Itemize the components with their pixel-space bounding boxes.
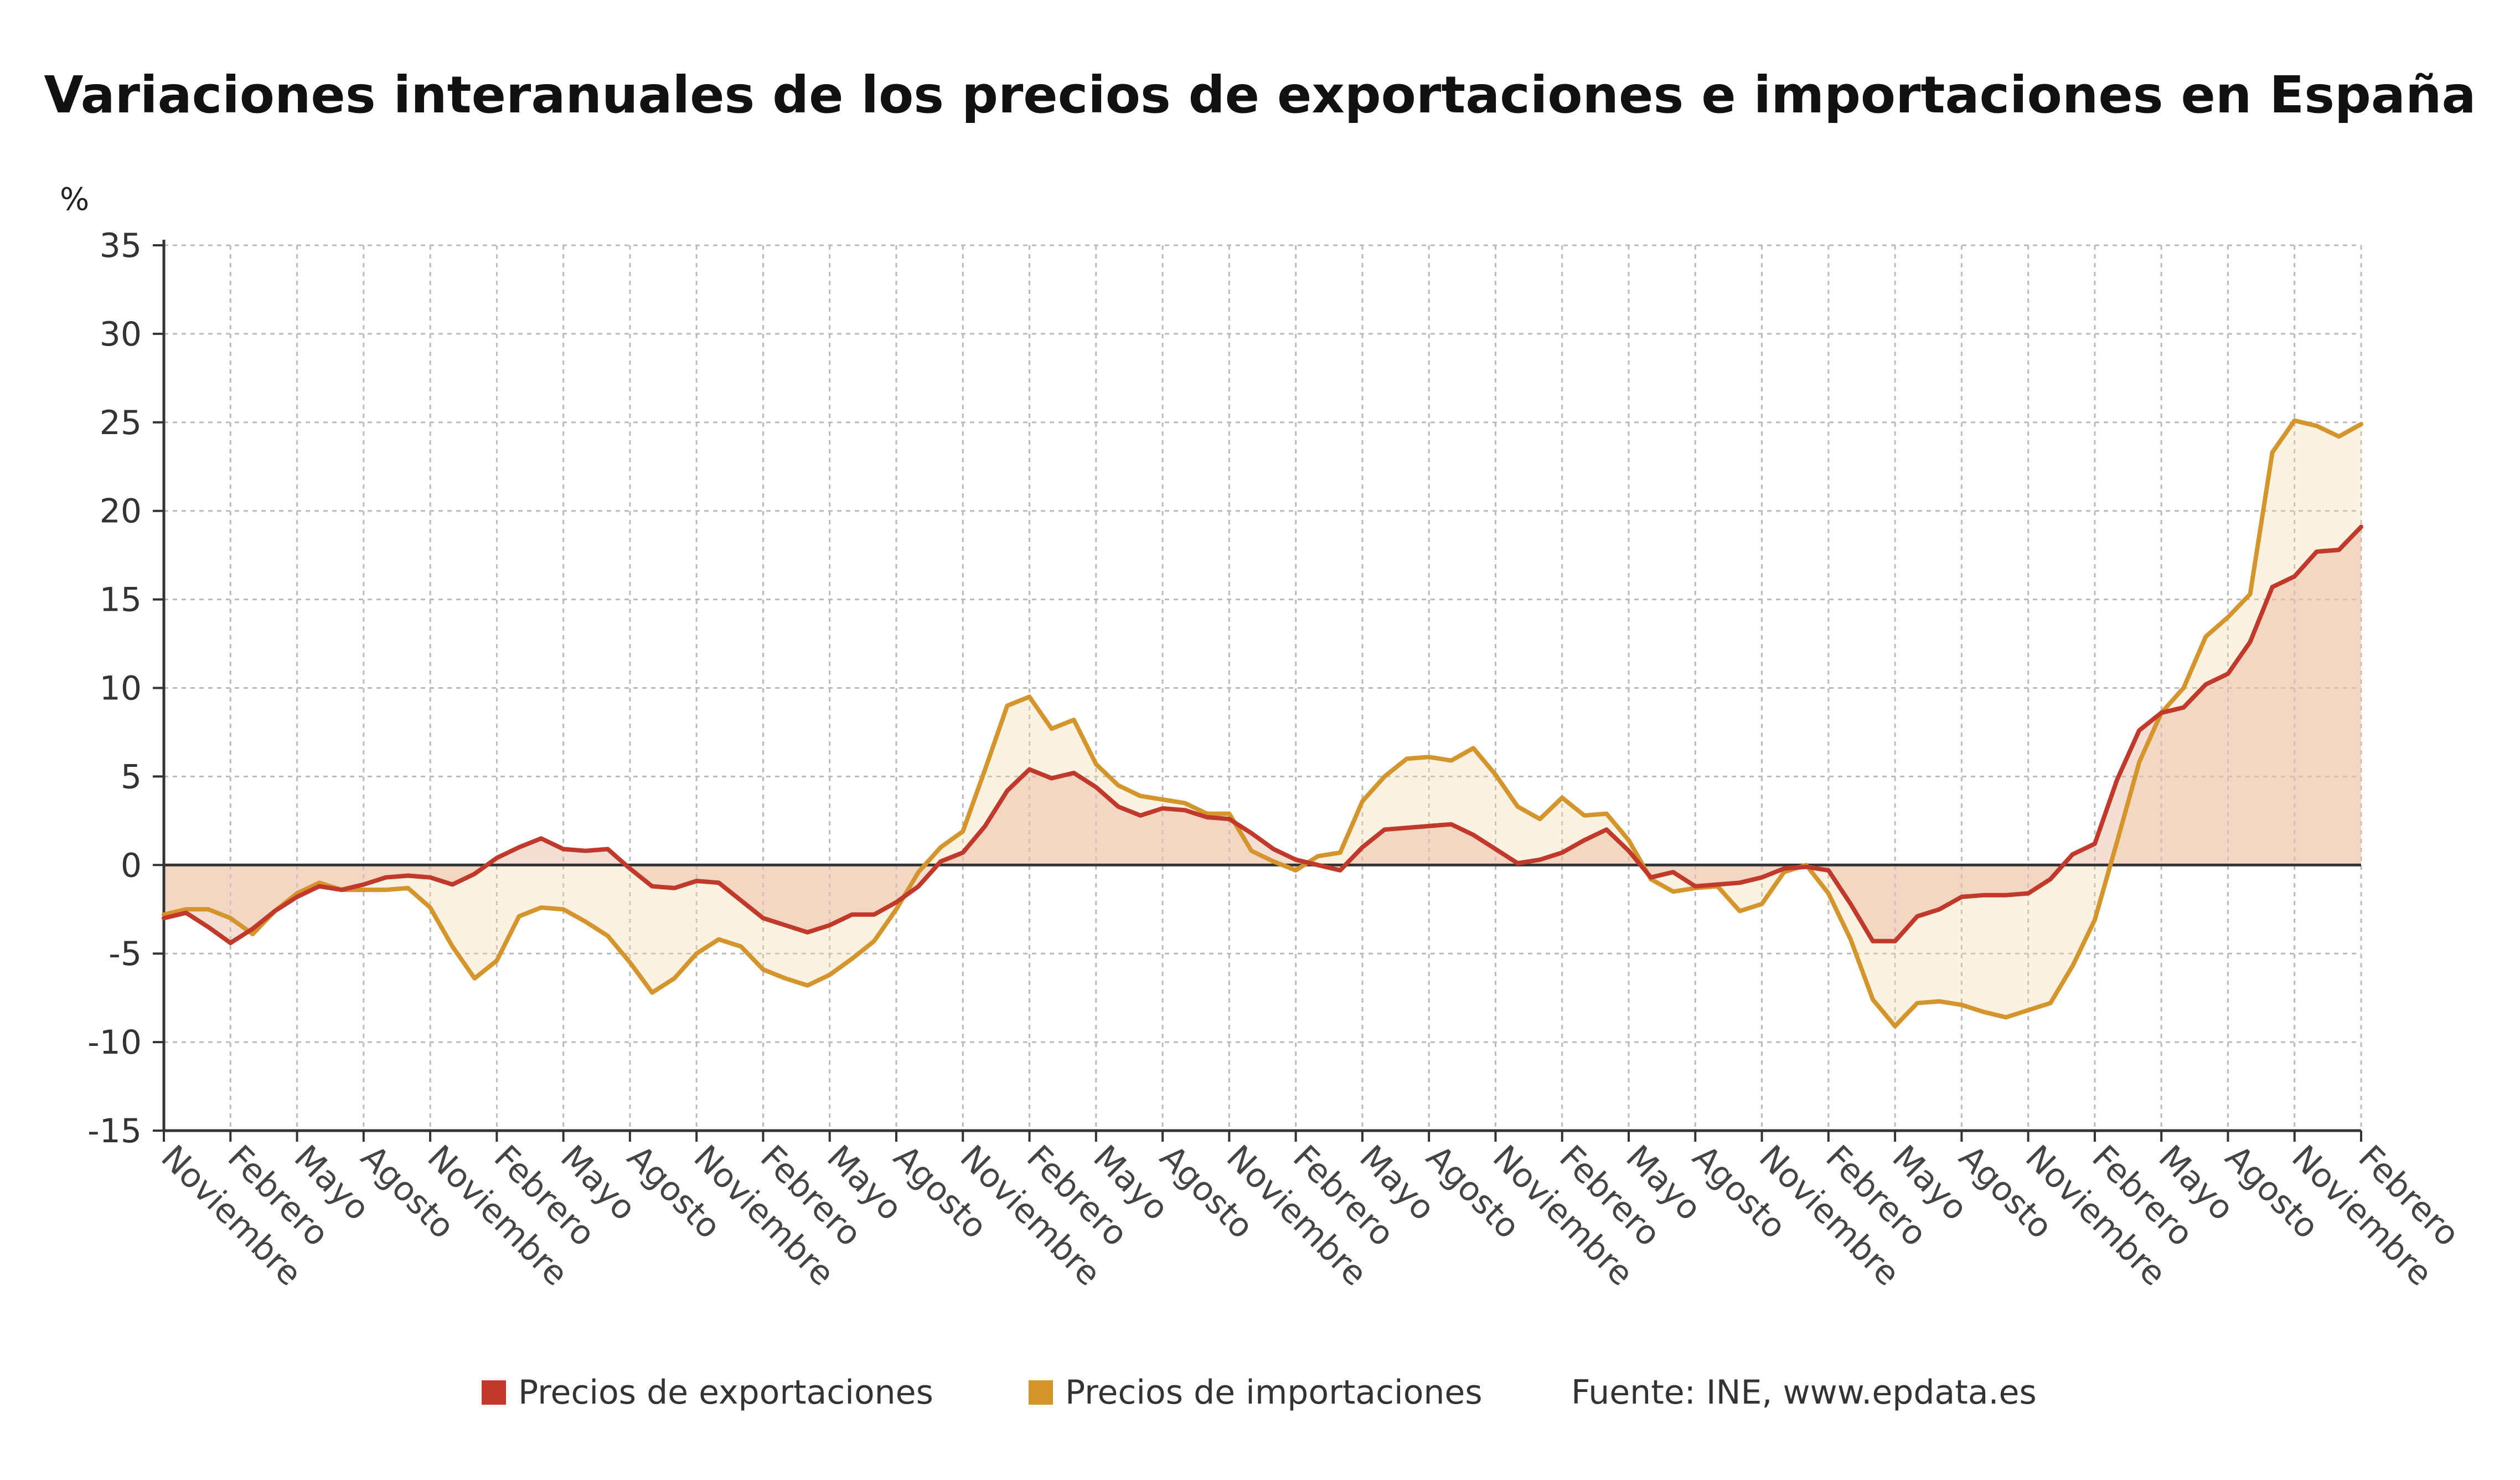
series-line-exports [162,524,2363,945]
y-tick-label: 35 [100,226,142,265]
legend: Precios de exportaciones Precios de impo… [0,1373,2520,1417]
source-note: Fuente: INE, www.epdata.es [1571,1373,2037,1412]
legend-label-exports: Precios de exportaciones [518,1373,933,1412]
y-axis-unit-label: % [60,182,90,218]
y-tick-label: -5 [109,935,142,973]
legend-swatch-imports [1029,1380,1053,1405]
area-fill-exports [164,527,2361,943]
y-tick-label: -15 [87,1112,142,1151]
legend-item-imports[interactable]: Precios de importaciones [1029,1373,1483,1412]
y-tick-label: -10 [87,1023,142,1062]
y-tick-labels: 35 30 25 20 15 10 5 0 -5 -10 -15 [87,226,142,1151]
y-tick-label: 20 [100,492,142,531]
y-tick-label: 25 [100,404,142,442]
area-fills [164,420,2361,1027]
y-tick-label: 15 [100,581,142,620]
legend-item-exports[interactable]: Precios de exportaciones [482,1373,933,1412]
chart-title: Variaciones interanuales de los precios … [44,65,2476,125]
series-lines [162,418,2363,1029]
y-tick-label: 10 [100,669,142,708]
legend-label-imports: Precios de importaciones [1065,1373,1483,1412]
series-line-imports [162,418,2363,1029]
y-tick-label: 0 [121,846,142,885]
y-tick-label: 30 [100,315,142,354]
x-tick-labels: NoviembreFebreroMayoAgostoNoviembreFebre… [153,1138,2467,1293]
area-fill-imports [164,420,2361,1027]
source-text: Fuente: INE, www.epdata.es [1571,1373,2037,1412]
axes [153,240,2362,1142]
y-tick-label: 5 [121,757,142,796]
legend-swatch-exports [482,1380,506,1405]
